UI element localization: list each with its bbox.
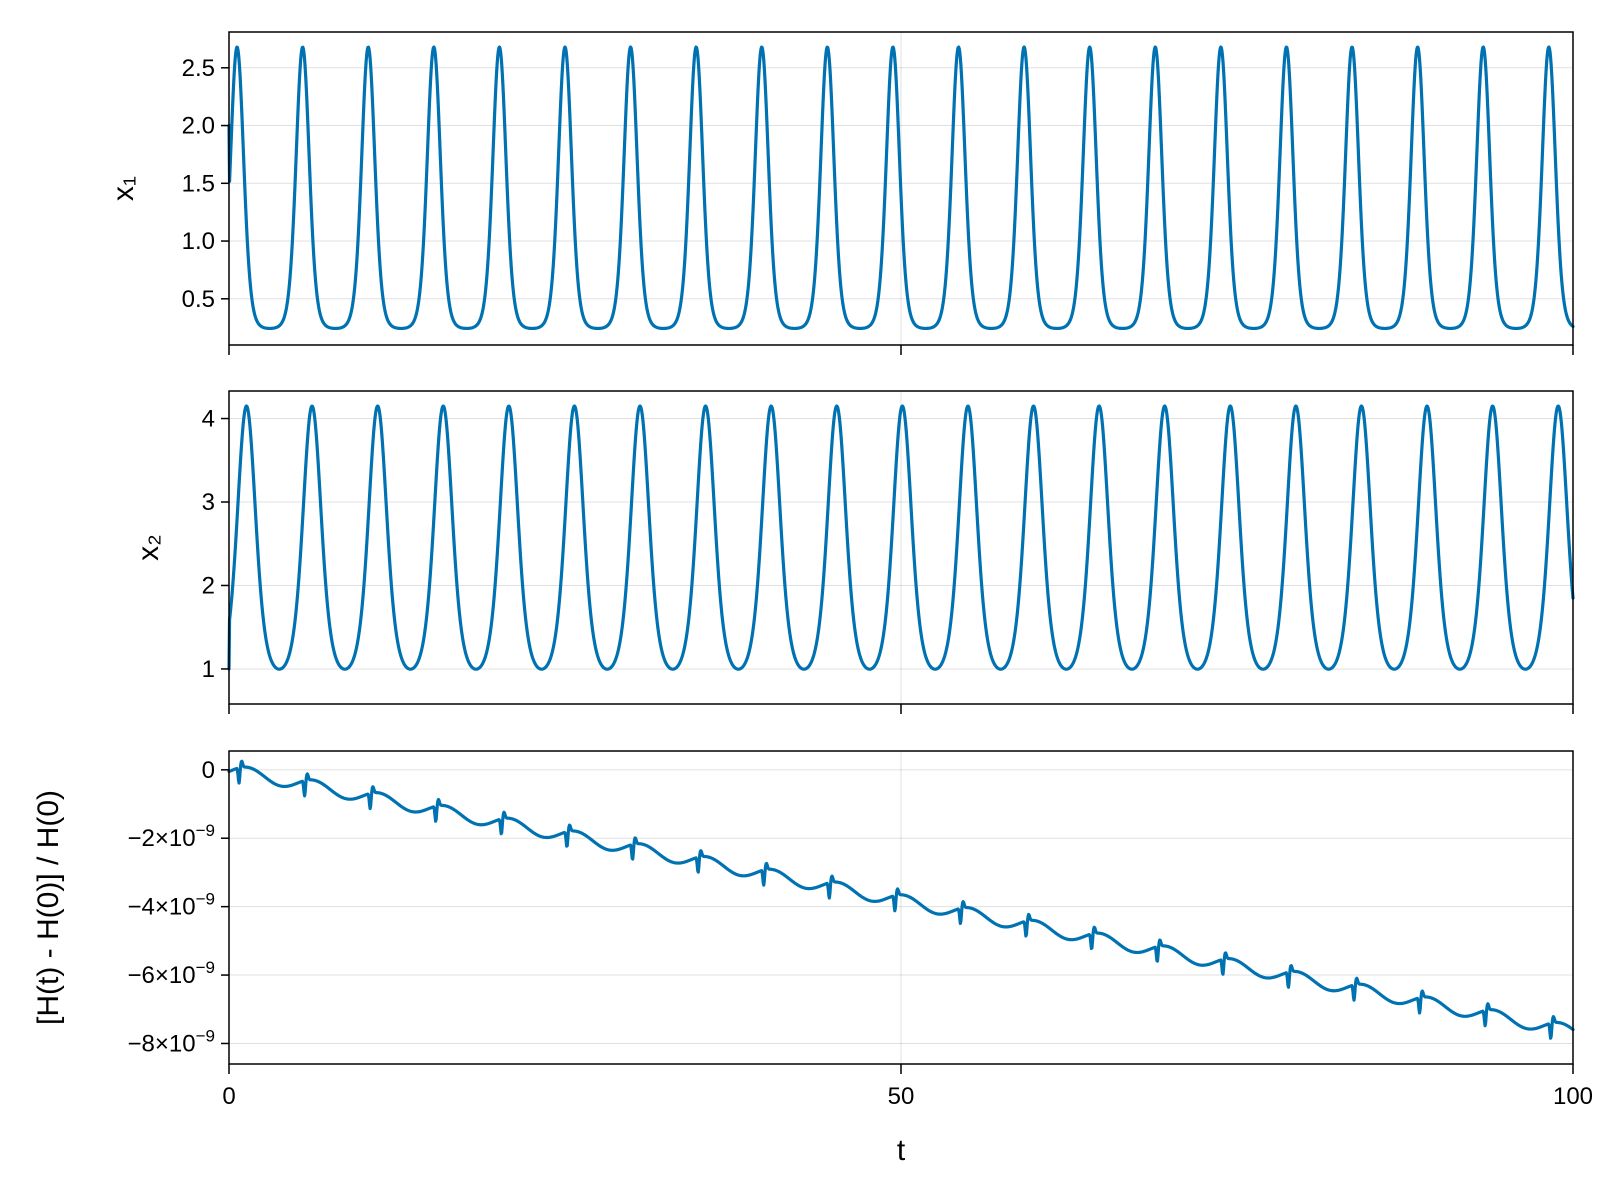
series-line [227, 404, 1575, 671]
y-tick-label: 0 [202, 757, 215, 784]
y-tick-mantissa: 0 [202, 757, 215, 784]
y-tick-label: −8×10−9 [128, 1026, 215, 1057]
y-tick-label: 4 [202, 406, 215, 433]
y-axis-label: x₂ [132, 534, 165, 561]
y-tick-label: 1.0 [182, 228, 215, 255]
y-tick-label: −4×10−9 [128, 890, 215, 921]
x-tick-label: 50 [888, 1083, 915, 1110]
y-tick-exponent: −9 [196, 821, 215, 840]
y-tick-mantissa: −2×10 [128, 825, 196, 852]
x-tick-label: 100 [1553, 1083, 1593, 1110]
y-tick-label: 1.5 [182, 170, 215, 197]
y-tick-label: 0.5 [182, 286, 215, 313]
series-line [227, 759, 1575, 1040]
y-tick-label: 2.0 [182, 113, 215, 140]
y-tick-exponent: −9 [196, 958, 215, 977]
y-tick-exponent: −9 [196, 1026, 215, 1045]
y-tick-exponent: −9 [196, 890, 215, 909]
y-tick-label: 1 [202, 656, 215, 683]
y-axis-label: x₁ [107, 176, 140, 201]
panel-energy-error: 0 50 1000−2×10−9−4×10−9−6×10−9−8×10−9[H(t)… [32, 750, 1593, 1167]
y-tick-label: −6×10−9 [128, 958, 215, 989]
x-axis-label: t [897, 1134, 906, 1167]
y-tick-label: 2.5 [182, 55, 215, 82]
panel-x1: 0.5 1.0 1.5 2.0 2.5 x₁ [107, 31, 1575, 355]
series-line [227, 45, 1575, 331]
y-tick-mantissa: −6×10 [128, 962, 196, 989]
y-tick-label: −2×10−9 [128, 821, 215, 852]
y-axis-label: [H(t) - H(0)] / H(0) [32, 790, 65, 1025]
x-tick-label: 0 [222, 1083, 235, 1110]
y-tick-label: 2 [202, 572, 215, 599]
y-tick-mantissa: −8×10 [128, 1030, 196, 1057]
y-tick-mantissa: −4×10 [128, 894, 196, 921]
y-tick-label: 3 [202, 489, 215, 516]
panel-x2: 1 2 3 4 x₂ [132, 390, 1575, 714]
